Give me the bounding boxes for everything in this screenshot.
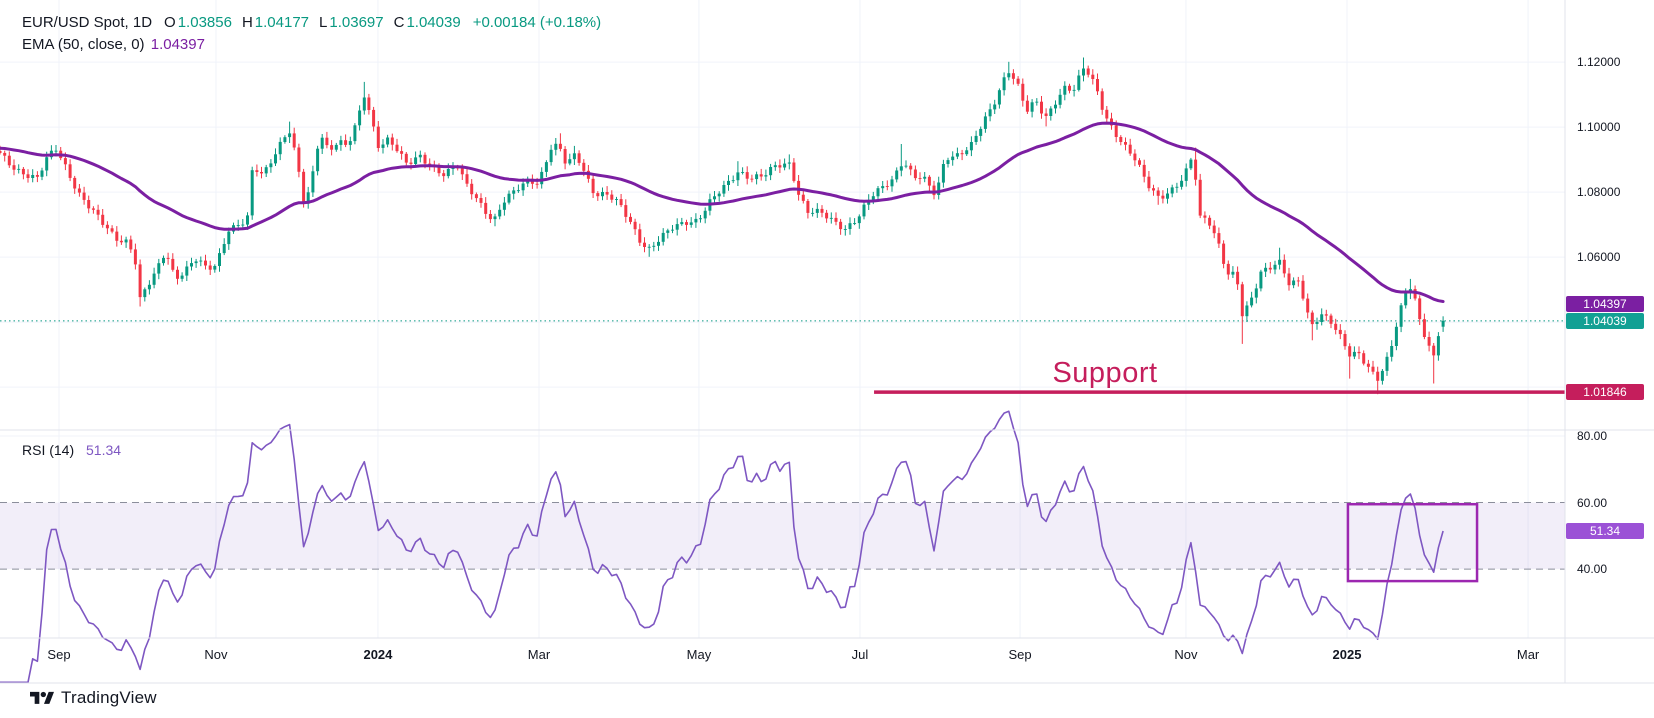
candlestick-series	[0, 57, 1445, 395]
close-group: C 1.04039	[394, 14, 461, 31]
rsi-legend-value: 51.34	[86, 442, 122, 458]
ema-legend-value: 1.04397	[150, 36, 205, 53]
ema-legend-label: EMA (50, close, 0)	[22, 36, 145, 53]
time-axis-label: May	[686, 647, 712, 662]
price-axis-label: 1.10000	[1577, 120, 1621, 135]
time-axis-label: Nov	[204, 647, 228, 662]
last-price-badge: 1.04039	[1566, 312, 1644, 329]
close-label: C	[393, 14, 405, 31]
ohlc-legend-row: EUR/USD Spot, 1D O 1.03856 H 1.04177 L 1.03697…	[22, 12, 601, 34]
time-axis-label: Mar	[1516, 647, 1540, 662]
rsi-axis-label: 60.00	[1577, 495, 1608, 510]
support-annotation-label[interactable]: Support	[1052, 357, 1158, 389]
rsi-axis-label: 80.00	[1577, 428, 1608, 443]
ema-legend-row[interactable]: EMA (50, close, 0) 1.04397	[22, 34, 601, 56]
time-axis[interactable]: Sep Nov 2024 Mar May Jul Sep Nov 2025 Mar	[0, 638, 1654, 668]
time-axis-label: Jul	[851, 647, 869, 662]
price-axis-label: 1.06000	[1577, 250, 1621, 265]
tradingview-logo-icon[interactable]	[30, 689, 54, 708]
time-axis-label: 2025	[1332, 647, 1362, 662]
time-axis-label: Nov	[1174, 647, 1198, 662]
rsi-box-annotation[interactable]	[1346, 502, 1479, 583]
close-value: 1.04039	[406, 14, 461, 31]
price-axis-label: 1.08000	[1577, 185, 1621, 200]
ema-value-badge: 1.04397	[1566, 295, 1644, 312]
tradingview-brand-text[interactable]: TradingView	[61, 688, 157, 707]
rsi-line[interactable]	[0, 410, 1444, 684]
time-axis-label: Mar	[527, 647, 551, 662]
time-axis-label: Sep	[47, 647, 71, 662]
low-label: L	[319, 14, 328, 31]
symbol-title[interactable]: EUR/USD Spot, 1D	[22, 14, 153, 31]
support-level-badge: 1.01846	[1566, 384, 1644, 401]
high-group: H 1.04177	[242, 14, 309, 31]
open-value: 1.03856	[177, 14, 232, 31]
high-label: H	[241, 14, 253, 31]
high-value: 1.04177	[254, 14, 310, 31]
footer-brand: TradingView	[30, 688, 157, 708]
low-group: L 1.03697	[319, 14, 384, 31]
symbol-legend: EUR/USD Spot, 1D O 1.03856 H 1.04177 L 1.03697…	[22, 12, 601, 56]
ema-line[interactable]	[0, 121, 1445, 303]
open-group: O 1.03856	[164, 14, 232, 31]
price-axis-label: 1.12000	[1577, 55, 1621, 70]
change-value: +0.00184 (+0.18%)	[472, 14, 602, 31]
price-axis[interactable]: 1.12000 1.10000 1.08000 1.06000 80.00 60.00 40…	[1565, 0, 1654, 683]
rsi-band	[0, 502, 1565, 570]
rsi-axis-label: 40.00	[1577, 562, 1608, 577]
low-value: 1.03697	[329, 14, 384, 31]
rsi-legend-row[interactable]: RSI (14) 51.34	[22, 442, 121, 458]
time-axis-label: Sep	[1008, 647, 1032, 662]
time-axis-label: 2024	[363, 647, 393, 662]
rsi-legend-label: RSI (14)	[22, 442, 75, 458]
open-label: O	[164, 14, 176, 31]
rsi-value-badge: 51.34	[1566, 523, 1644, 540]
